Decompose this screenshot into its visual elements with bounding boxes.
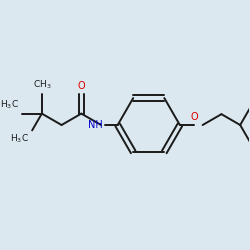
Text: O: O (78, 81, 85, 91)
Text: H$_3$C: H$_3$C (0, 98, 19, 111)
Text: NH: NH (88, 120, 103, 130)
Text: O: O (190, 112, 198, 122)
Text: CH$_3$: CH$_3$ (32, 78, 51, 91)
Text: H$_3$C: H$_3$C (10, 133, 29, 145)
